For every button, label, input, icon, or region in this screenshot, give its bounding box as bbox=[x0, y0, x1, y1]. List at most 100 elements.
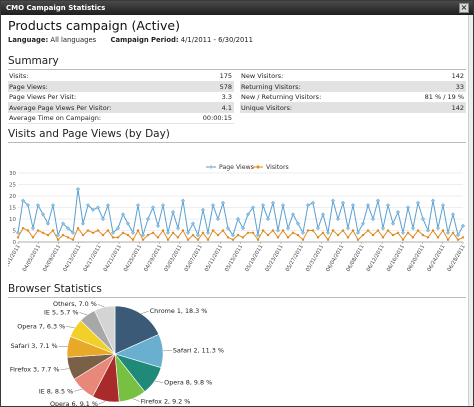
data-point bbox=[25, 203, 31, 208]
data-point bbox=[415, 200, 421, 206]
data-point bbox=[145, 216, 151, 222]
data-point bbox=[325, 230, 331, 235]
data-point bbox=[361, 233, 365, 237]
x-tick-label: 04/05/2011 bbox=[22, 244, 42, 273]
data-point bbox=[130, 230, 136, 235]
data-point bbox=[85, 203, 91, 208]
vertical-scrollbar[interactable] bbox=[468, 15, 473, 406]
data-point bbox=[146, 233, 150, 237]
data-point bbox=[125, 221, 131, 226]
data-point bbox=[331, 229, 335, 232]
data-point bbox=[425, 228, 431, 233]
data-point bbox=[16, 236, 20, 239]
campaign-title: Products campaign (Active) bbox=[8, 18, 180, 33]
x-tick-label: 05/07/2011 bbox=[184, 244, 204, 273]
data-point bbox=[301, 238, 305, 241]
stat-value: 142 bbox=[451, 103, 464, 112]
data-point bbox=[461, 236, 465, 239]
data-point bbox=[70, 230, 76, 235]
data-point bbox=[396, 231, 400, 234]
x-tick-label: 05/23/2011 bbox=[265, 244, 285, 273]
data-point bbox=[175, 226, 181, 231]
data-point bbox=[376, 229, 380, 232]
pie-leader-line bbox=[79, 312, 88, 316]
legend-marker bbox=[209, 165, 213, 169]
data-point bbox=[455, 232, 461, 238]
data-point bbox=[155, 223, 161, 229]
data-point bbox=[200, 207, 206, 212]
data-point bbox=[356, 238, 360, 241]
data-point bbox=[300, 230, 306, 235]
stat-value: 175 bbox=[219, 72, 232, 80]
data-point bbox=[385, 203, 391, 208]
data-point bbox=[305, 203, 311, 208]
stat-label: Page Views Per Visit: bbox=[9, 93, 77, 101]
data-point bbox=[135, 203, 141, 208]
data-point bbox=[245, 212, 251, 217]
data-point bbox=[95, 205, 101, 210]
data-point bbox=[456, 238, 460, 241]
data-point bbox=[141, 238, 145, 241]
pie-label: Firefox 3, 7.7 % bbox=[10, 366, 60, 374]
stat-label: Page Views: bbox=[9, 82, 48, 91]
browser-heading: Browser Statistics bbox=[8, 283, 466, 298]
data-point bbox=[436, 236, 440, 239]
close-icon[interactable]: × bbox=[459, 3, 469, 13]
pie-leader-line bbox=[154, 380, 164, 383]
data-point bbox=[76, 227, 80, 230]
data-point bbox=[91, 231, 95, 234]
data-point bbox=[126, 233, 130, 237]
data-point bbox=[30, 226, 36, 231]
data-point bbox=[41, 231, 45, 234]
data-point bbox=[276, 236, 280, 239]
data-point bbox=[80, 221, 86, 226]
data-point bbox=[201, 231, 205, 234]
data-point bbox=[231, 238, 235, 241]
data-point bbox=[426, 236, 430, 239]
x-tick-label: 05/03/2011 bbox=[163, 244, 183, 273]
data-point bbox=[195, 232, 201, 238]
data-point bbox=[336, 233, 340, 237]
data-point bbox=[360, 221, 366, 226]
data-point bbox=[51, 229, 55, 232]
data-point bbox=[230, 232, 236, 238]
x-tick-label: 04/13/2011 bbox=[62, 244, 82, 273]
data-point bbox=[371, 233, 375, 237]
stat-value: 3.3 bbox=[221, 93, 232, 101]
data-point bbox=[71, 238, 75, 241]
x-tick-label: 06/04/2011 bbox=[325, 244, 345, 273]
data-point bbox=[176, 236, 180, 239]
data-point bbox=[400, 230, 406, 235]
stat-value: 00:00:15 bbox=[202, 114, 232, 122]
stat-row-visits: Visits: 175 bbox=[8, 71, 234, 82]
data-point bbox=[281, 229, 285, 232]
data-point bbox=[296, 233, 300, 237]
data-point bbox=[381, 236, 385, 239]
y-tick-label: 5 bbox=[13, 229, 17, 235]
data-point bbox=[266, 233, 270, 237]
data-point bbox=[81, 233, 85, 237]
data-point bbox=[236, 233, 240, 237]
data-point bbox=[311, 229, 315, 232]
pie-label: Safari 2, 11.3 % bbox=[173, 347, 224, 355]
data-point bbox=[165, 230, 171, 235]
data-point bbox=[205, 230, 211, 235]
pie-label: Opera 7, 6.3 % bbox=[17, 322, 65, 330]
data-point bbox=[151, 231, 155, 234]
stat-row-new-visitors: New Visitors: 142 bbox=[240, 71, 466, 82]
data-point bbox=[390, 221, 396, 226]
data-point bbox=[420, 216, 426, 222]
data-point bbox=[120, 212, 126, 217]
stat-row-page-views-per-visit: Page Views Per Visit: 3.3 bbox=[8, 92, 234, 103]
data-point bbox=[161, 229, 165, 232]
data-point bbox=[180, 198, 186, 203]
pie-leader-line bbox=[98, 400, 106, 405]
data-point bbox=[206, 238, 210, 241]
data-point bbox=[171, 231, 175, 234]
data-point bbox=[295, 221, 301, 226]
data-point bbox=[431, 229, 435, 232]
data-point bbox=[375, 198, 381, 203]
data-point bbox=[20, 198, 26, 203]
data-point bbox=[90, 207, 96, 212]
main-content: Products campaign (Active) Language: All… bbox=[8, 15, 468, 406]
